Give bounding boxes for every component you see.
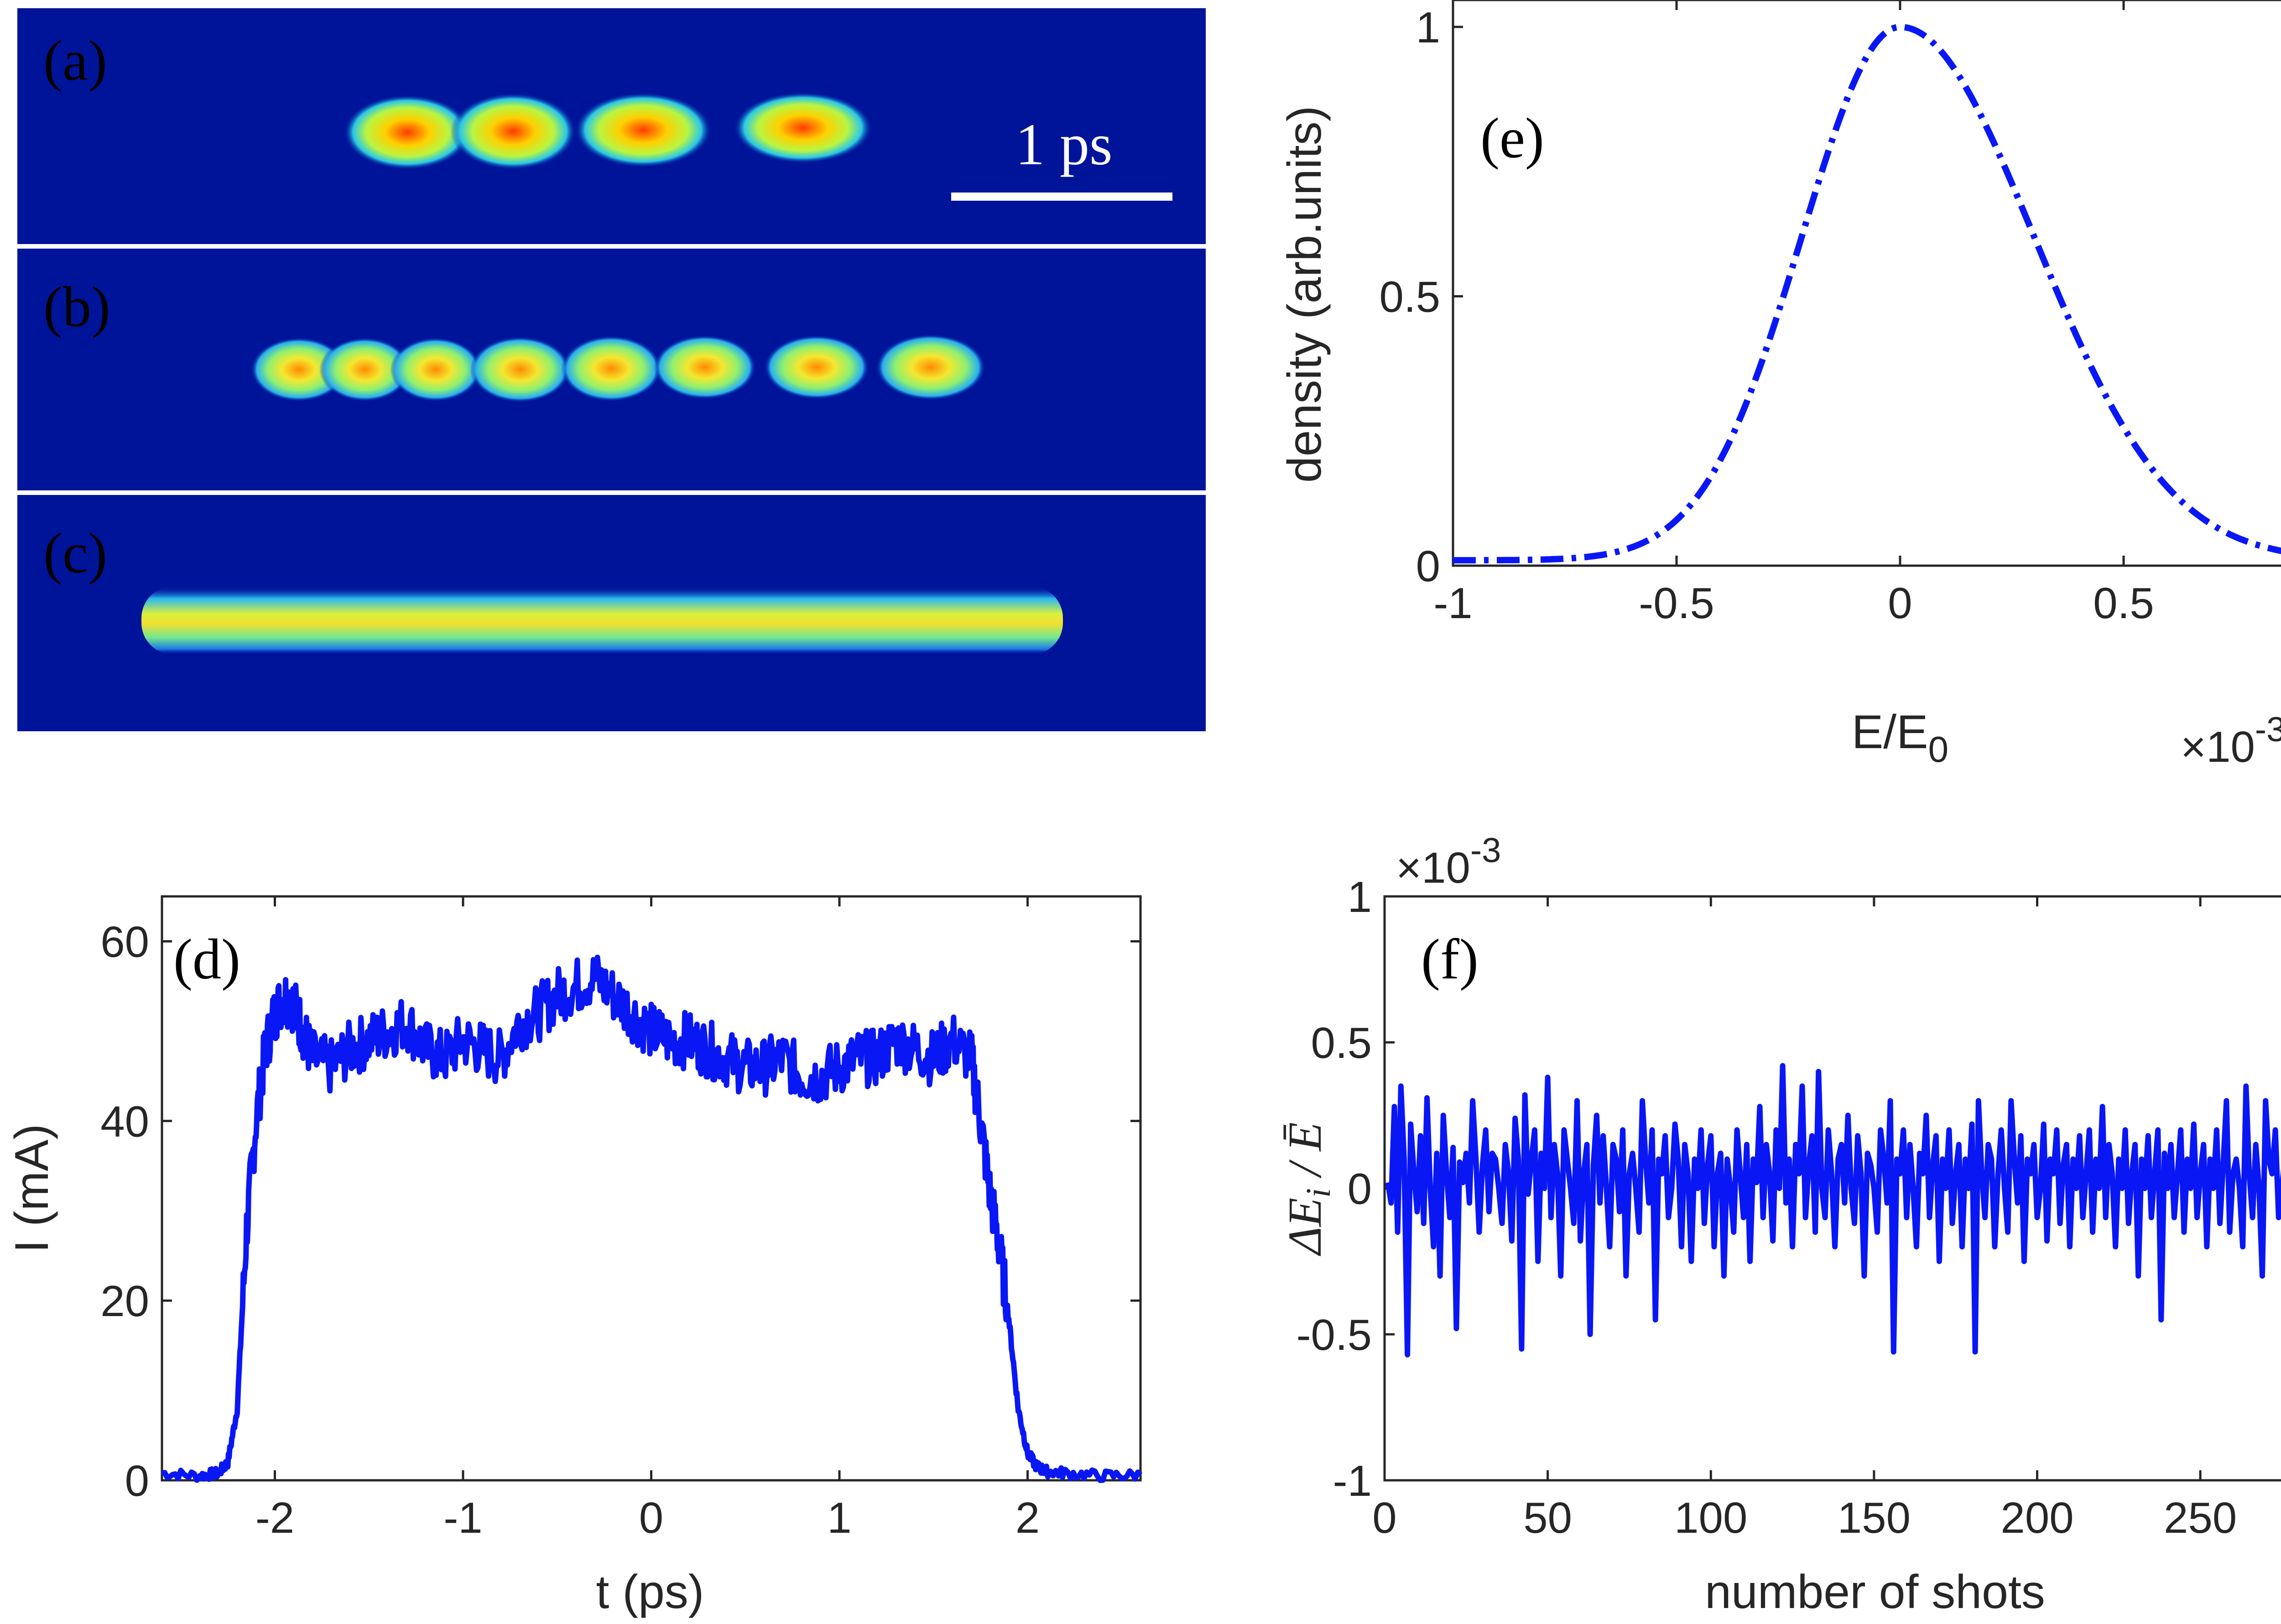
x-tick-label: 0 [1372,1494,1396,1542]
y-tick-label: 1 [1416,3,1440,52]
x-tick-label: 1 [827,1494,851,1542]
x-tick-label: -0.5 [1639,579,1714,628]
chart-f-xlabel: number of shots [1705,1566,2045,1619]
chart-f-ylabel-sub: i [1299,1188,1338,1197]
panel-separator [17,244,1206,249]
chart-f-ylabel: ΔEi / Ē [1279,1122,1338,1256]
x-tick-label: 150 [1838,1494,1911,1542]
chart-e-xlabel: E/E0 [1852,706,1948,770]
chart-e-ylabel: density (arb.units) [1278,106,1331,483]
chart-f-ylabel-tail: / Ē [1279,1122,1331,1188]
chart-e-xlabel-sub: 0 [1928,729,1949,770]
x-tick-label: 0 [1888,579,1912,628]
chart-f-deviation-line [1385,1063,2281,1358]
bunch-b4 [470,337,570,402]
y-tick-label: 0 [1416,542,1440,591]
bunch-a3 [575,93,712,167]
chart-f-y-multiplier-base: ×10 [1396,843,1470,892]
y-tick-label: -0.5 [1297,1311,1372,1359]
chart-d-ylabel: I (mA) [5,1124,58,1253]
chart-e-x-multiplier-exp: -3 [2255,710,2281,749]
bunch-a2 [450,93,576,170]
x-tick-label: 0.5 [2093,579,2154,628]
bunch-b2 [319,338,411,401]
x-tick-label: -1 [1433,579,1472,628]
panel-label-b: (b) [43,276,110,339]
chart-e-xlabel-main: E/E [1852,706,1928,759]
x-tick-label: -1 [443,1494,482,1542]
y-tick-label: -1 [1333,1457,1372,1505]
scale-bar-label: 1 ps [1015,112,1112,177]
chart-d-current-line [161,954,1143,1483]
bunch-a4 [734,92,872,163]
chart-f: 0 50 100 150 200 250 -1 -0.5 0 0.5 1 (f) ×10-3 ΔEi… [1279,831,2281,1619]
bunch-b6 [654,335,756,399]
bunch-b8 [876,334,985,400]
streak-image-group: 1 ps (a) (b) (c) [17,8,1206,731]
scale-bar [951,193,1172,201]
y-tick-label: 0.5 [1380,273,1440,322]
y-tick-label: 1 [1348,873,1372,921]
panel-label-f: (f) [1421,928,1479,991]
bunch-b3 [390,338,481,401]
chart-f-y-multiplier-exp: -3 [1470,831,1501,870]
y-tick-label: 20 [100,1277,149,1326]
panel-a-bunches [344,92,872,170]
chart-f-ylabel-symbol: ΔE [1279,1197,1331,1256]
chart-e: -1-0.500.5100.51 (e) density (arb.units)… [1278,0,2281,771]
x-tick-label: 100 [1674,1494,1747,1542]
chart-f-y-multiplier: ×10-3 [1396,831,1501,892]
panel-label-c: (c) [43,522,107,585]
bunch-a1 [344,95,471,170]
y-tick-label: 60 [100,917,149,966]
bunch-b7 [764,335,869,399]
panel-separator [17,490,1206,495]
chart-e-x-multiplier-base: ×10 [2181,723,2255,771]
bunch-b5 [561,336,661,401]
panel-b-bunches [251,334,985,402]
chart-e-density-line [1453,23,2281,564]
y-tick-label: 0 [125,1457,149,1505]
chart-d-xlabel: t (ps) [596,1566,704,1619]
panel-label-a: (a) [43,29,107,93]
y-tick-label: 0.5 [1311,1019,1372,1067]
panel-label-d: (d) [173,928,240,991]
chart-e-x-multiplier: ×10-3 [2181,710,2281,771]
x-tick-label: -2 [255,1494,294,1542]
y-tick-label: 0 [1348,1165,1372,1213]
chart-e-axes-box [1452,0,2281,567]
x-tick-label: 50 [1523,1494,1572,1542]
bunch-b1 [251,338,347,401]
x-tick-label: 0 [639,1494,663,1542]
x-tick-label: 2 [1016,1494,1040,1542]
y-tick-label: 40 [100,1097,149,1146]
panel-label-e: (e) [1480,107,1544,170]
x-tick-label: 200 [2000,1494,2073,1542]
x-tick-label: 250 [2164,1494,2237,1542]
flat-top-bunch [141,586,1063,655]
